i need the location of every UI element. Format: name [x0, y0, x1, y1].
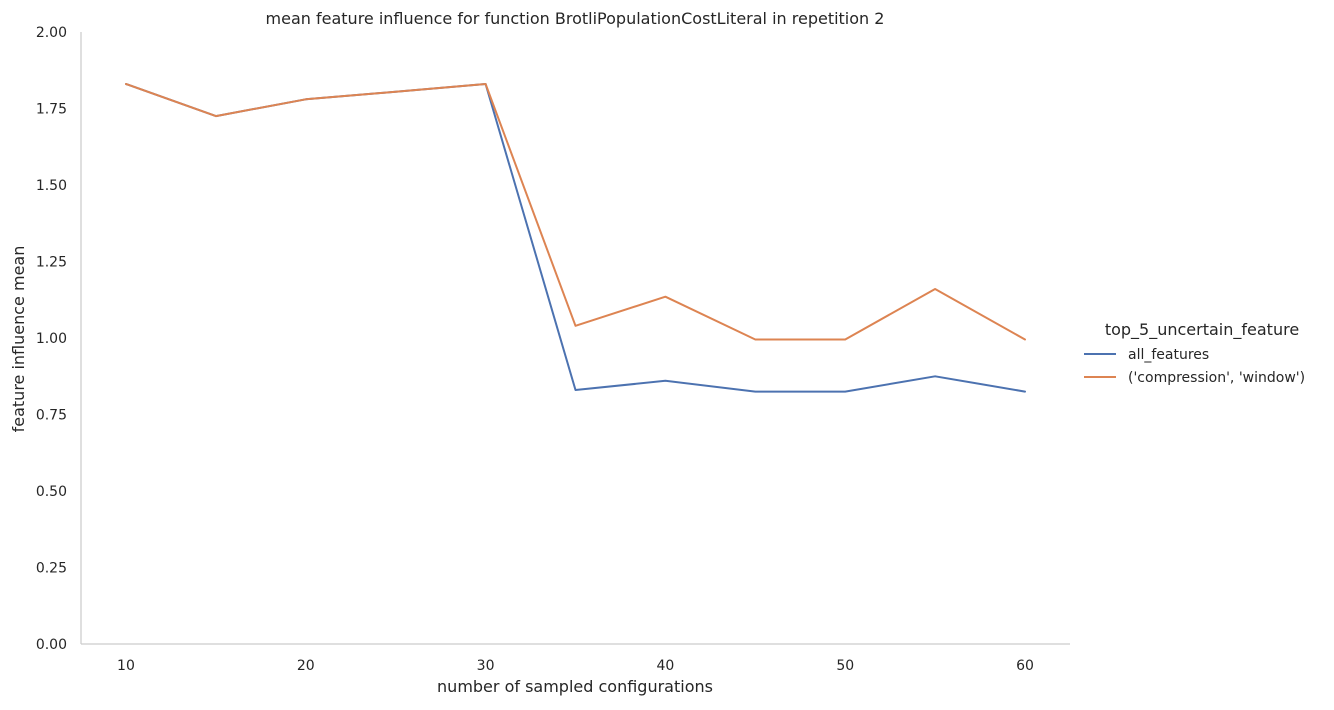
y-tick-label: 0.25: [36, 561, 67, 577]
legend: top_5_uncertain_feature all_features ('co…: [1084, 320, 1305, 386]
y-tick-label: 1.25: [36, 255, 67, 271]
x-axis: 10 20 30 40 50 60: [81, 643, 1070, 674]
series-line: [125, 83, 1026, 393]
y-axis-label: feature influence mean: [9, 246, 28, 433]
y-tick-label: 0.75: [36, 408, 67, 424]
x-axis-label: number of sampled configurations: [437, 677, 713, 696]
x-tick-label: 30: [477, 658, 495, 674]
legend-entry-label: all_features: [1128, 347, 1209, 363]
x-tick-label: 60: [1016, 658, 1034, 674]
x-tick-label: 50: [836, 658, 854, 674]
y-tick-label: 0.00: [36, 637, 67, 653]
y-tick-label: 1.00: [36, 331, 67, 347]
y-tick-label: 2.00: [36, 25, 67, 41]
series-line: [125, 83, 1026, 341]
legend-title: top_5_uncertain_feature: [1105, 320, 1299, 340]
y-tick-label: 0.50: [36, 484, 67, 500]
legend-entry-label: ('compression', 'window'): [1128, 370, 1305, 386]
x-tick-label: 10: [117, 658, 135, 674]
y-axis: 0.00 0.25 0.50 0.75 1.00 1.25 1.50 1.75 2.00: [36, 25, 82, 653]
x-tick-label: 40: [656, 658, 674, 674]
x-tick-label: 20: [297, 658, 315, 674]
plot-area: [125, 83, 1026, 393]
chart-title: mean feature influence for function Brot…: [266, 9, 885, 28]
y-tick-label: 1.50: [36, 178, 67, 194]
y-tick-label: 1.75: [36, 102, 67, 118]
